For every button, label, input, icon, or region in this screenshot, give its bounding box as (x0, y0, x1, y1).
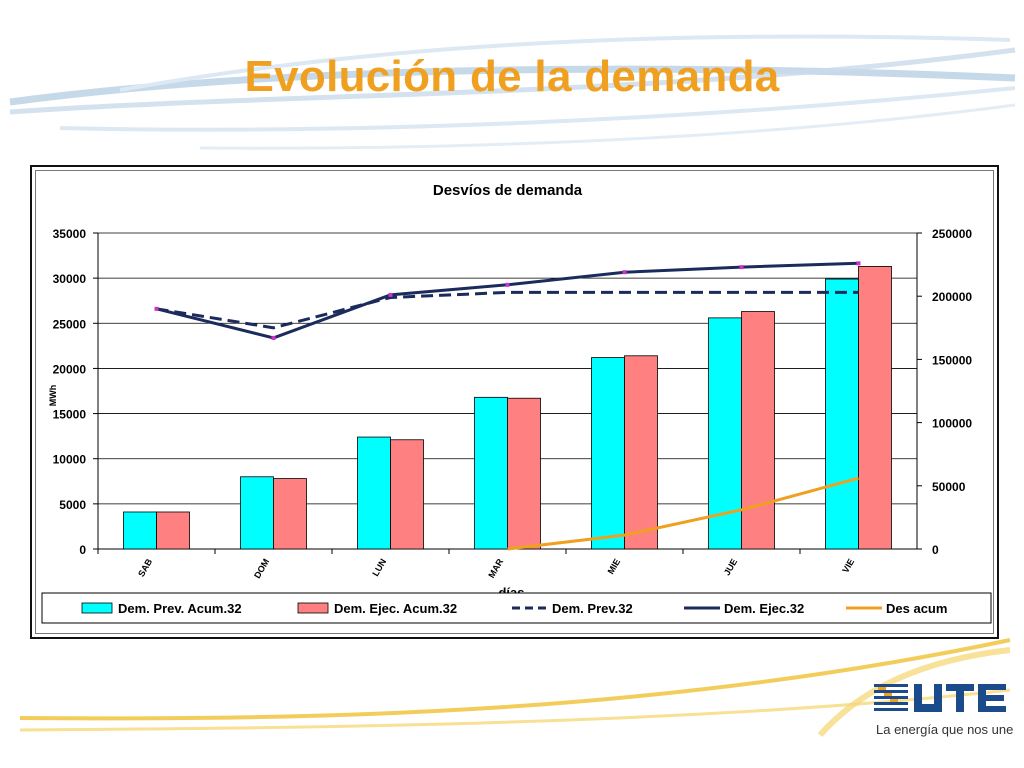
bar-dom-ejec (273, 478, 307, 550)
x-tick-label: LUN (370, 557, 388, 578)
chart-frame: Desvíos de demanda 0 5000 10000 15000 20000 25… (30, 165, 999, 639)
ute-logo-icon (874, 684, 1006, 712)
chart: Desvíos de demanda 0 5000 10000 15000 20000 25… (41, 182, 992, 624)
y-tick-label: 30000 (53, 272, 87, 286)
bar-vie-ejec (858, 266, 892, 550)
bar-mie-prev (591, 357, 625, 550)
x-tick-label: MIE (606, 557, 623, 576)
y-tick-label: 5000 (59, 498, 86, 512)
chart-plot-container: Desvíos de demanda 0 5000 10000 15000 20000 25… (35, 170, 994, 634)
line-marker (622, 270, 627, 275)
y-tick-label: 15000 (53, 408, 87, 422)
y-axis-label: MWh (48, 385, 58, 407)
line-marker (271, 335, 276, 340)
x-tick-label: DOM (252, 557, 271, 580)
bar-sab-ejec (156, 511, 190, 550)
bar-lun-prev (357, 436, 391, 550)
bar-dom-prev (240, 476, 274, 550)
y-tick-label: 20000 (53, 362, 87, 376)
footer-swoosh (19, 638, 1011, 721)
y2-tick-label: 50000 (932, 480, 966, 494)
line-marker (505, 282, 510, 287)
y-tick-label: 0 (79, 543, 86, 557)
x-tick-label: VIE (840, 557, 856, 575)
footer-swoosh (19, 688, 1011, 732)
line-marker (739, 265, 744, 270)
logo-stripes (874, 684, 908, 711)
y2-tick-label: 150000 (932, 353, 972, 367)
legend (41, 592, 992, 624)
bar-mar-prev (474, 396, 508, 550)
line-marker (154, 306, 159, 311)
slide-title: Evolución de la demanda (244, 52, 780, 101)
line-marker (856, 261, 861, 266)
chart-title: Desvíos de demanda (433, 182, 583, 199)
legend-swatch (81, 602, 113, 614)
logo-letters (914, 684, 1006, 712)
series-line-des-acum (507, 476, 859, 551)
y2-tick-label: 0 (932, 543, 939, 557)
x-tick-label: MAR (486, 557, 505, 580)
footer-swoosh (817, 647, 1011, 737)
bar-jue-ejec (741, 311, 775, 550)
y2-tick-label: 200000 (932, 290, 972, 304)
bar-mar-ejec (507, 397, 541, 550)
header-swoosh (59, 86, 1016, 132)
logo-accent (878, 687, 898, 702)
header-swoosh (199, 103, 1016, 150)
series-line-dem-prev-32 (156, 290, 859, 330)
legend-label: Des acum (886, 601, 947, 616)
y2-tick-label: 100000 (932, 417, 972, 431)
header-swoosh (119, 34, 1011, 92)
bar-sab-prev (123, 511, 157, 550)
x-tick-label: JUE (722, 557, 739, 577)
legend-label: Dem. Ejec. Acum.32 (334, 601, 457, 616)
legend-swatch (297, 602, 329, 614)
y-tick-label: 35000 (53, 227, 87, 241)
legend-label: Dem. Prev. Acum.32 (118, 601, 242, 616)
legend-label: Dem. Prev.32 (552, 601, 633, 616)
brand-tagline: La energía que nos une (876, 722, 1014, 737)
bar-vie-prev (825, 278, 859, 550)
legend-label: Dem. Ejec.32 (724, 601, 804, 616)
bar-mie-ejec (624, 355, 658, 550)
y-tick-label: 25000 (53, 317, 87, 331)
line-marker (388, 292, 393, 297)
x-tick-label: SAB (136, 557, 154, 579)
y-tick-label: 10000 (53, 453, 87, 467)
header-swoosh (9, 47, 1016, 115)
y2-tick-label: 250000 (932, 227, 972, 241)
bar-lun-ejec (390, 439, 424, 550)
